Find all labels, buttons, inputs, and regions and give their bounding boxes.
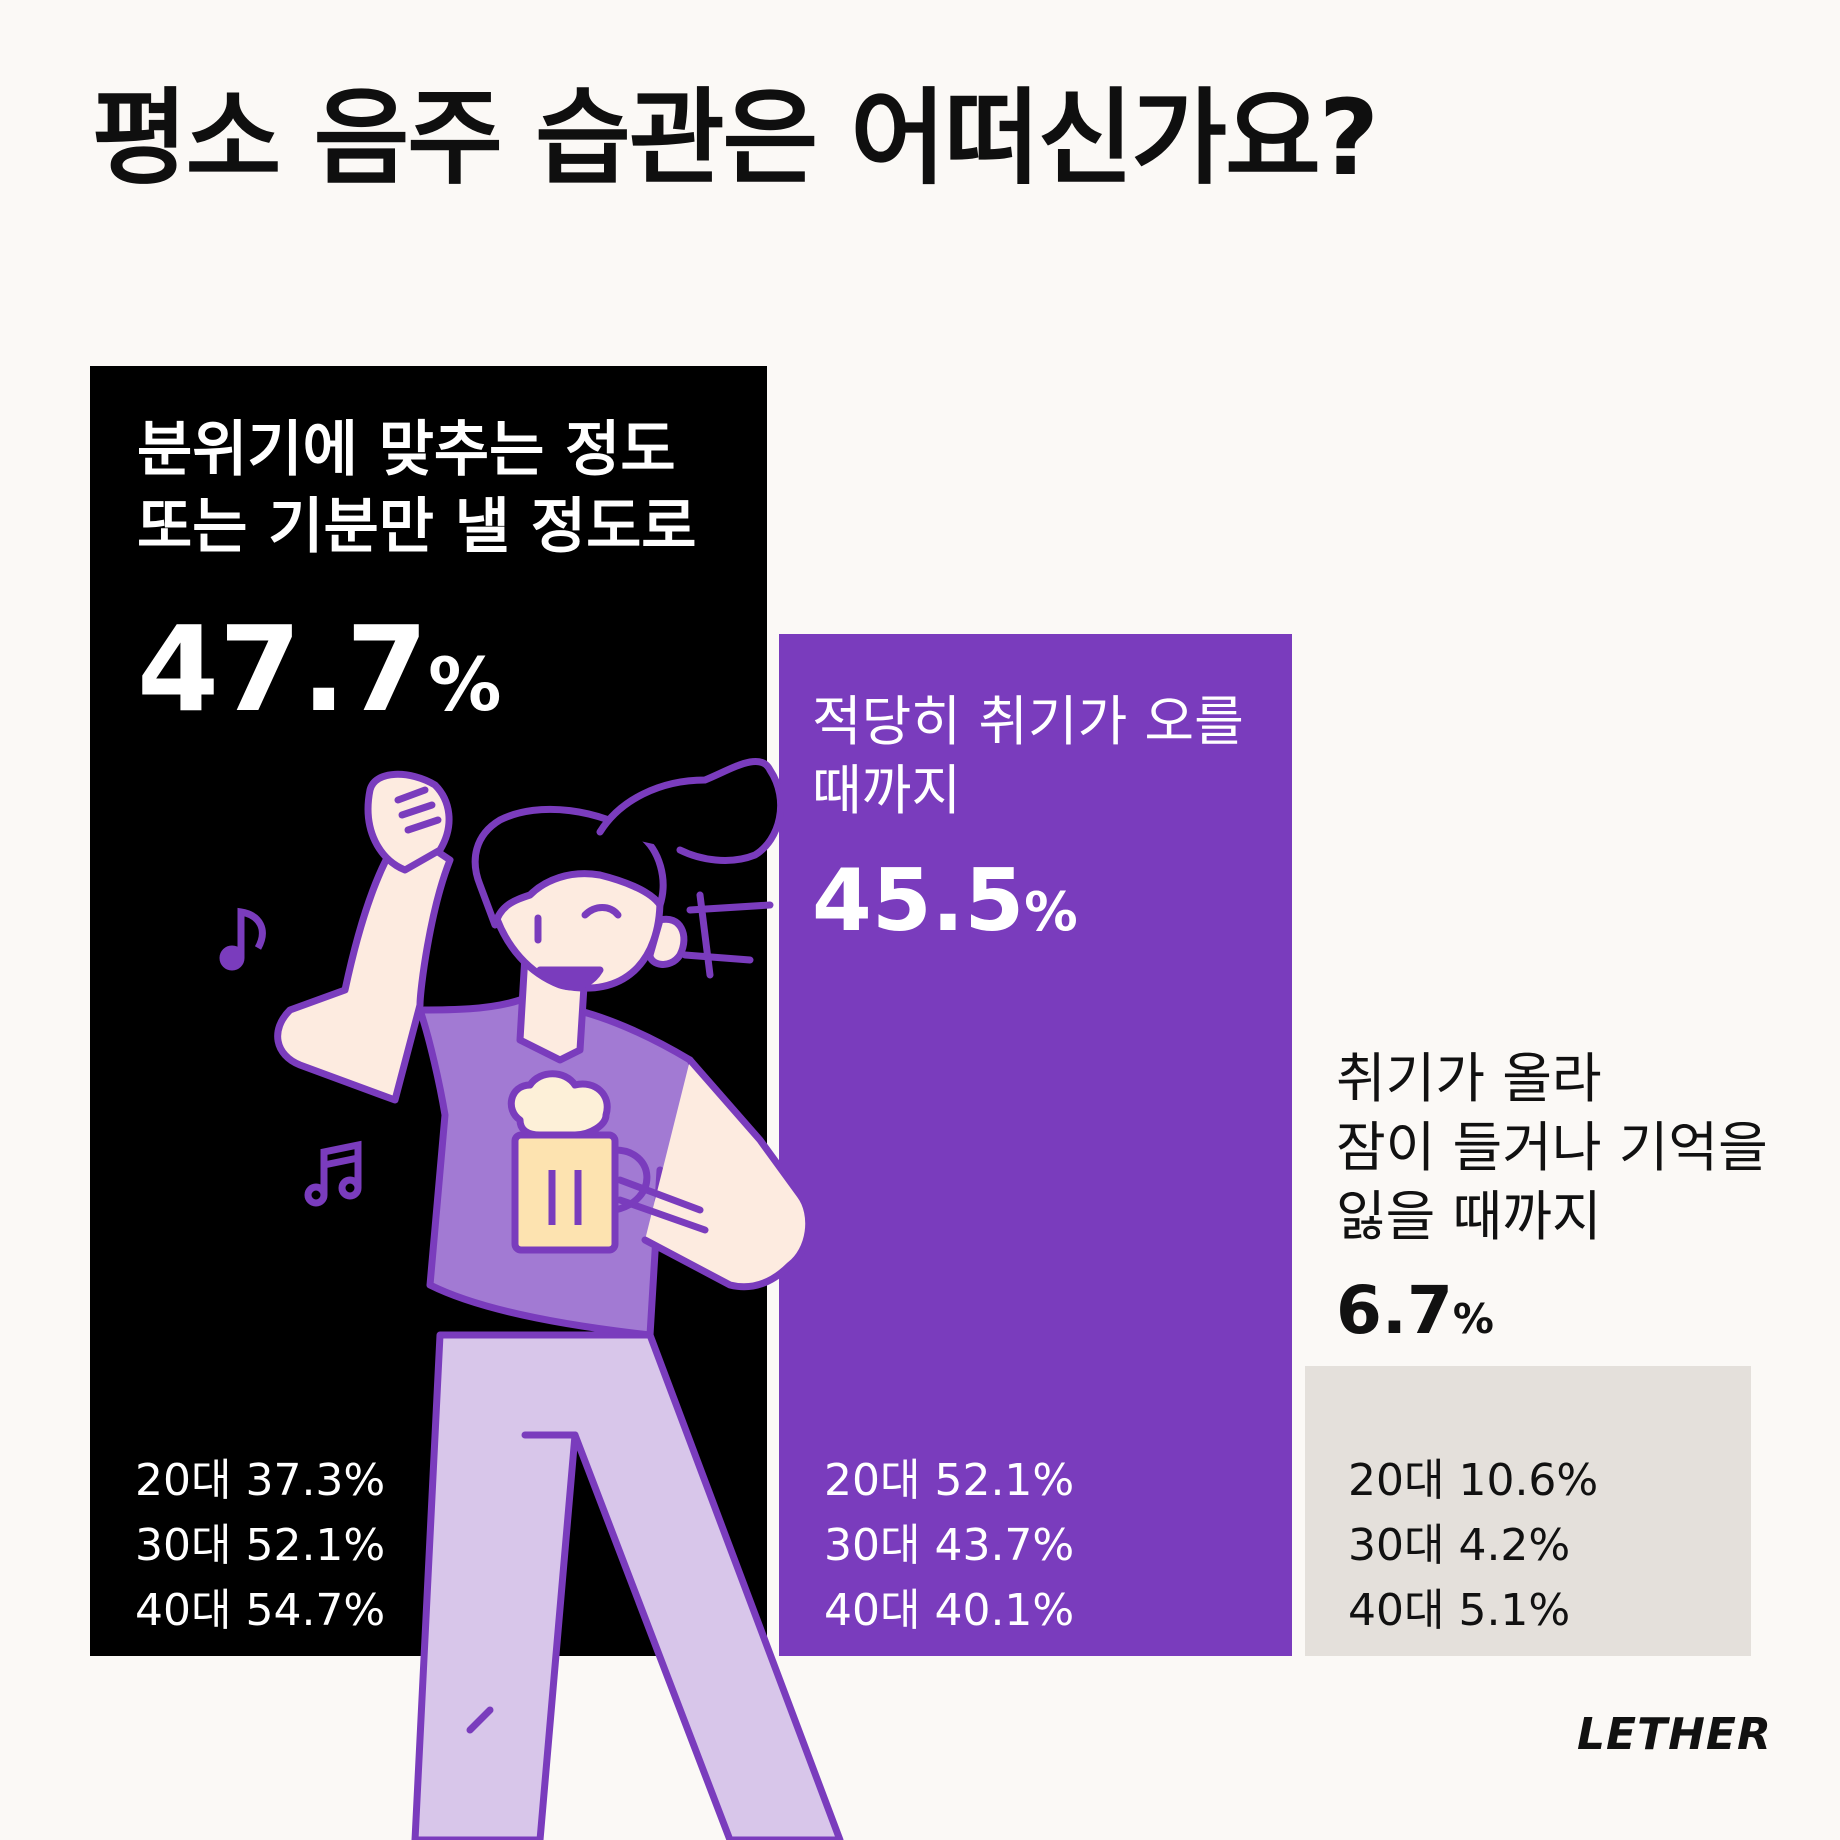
beer-mug-icon <box>507 1070 651 1254</box>
age-breakdown-item: 30대 4.2% <box>1348 1520 1571 1572</box>
bar-1-label-line: 또는 기분만 낼 정도로 <box>137 491 697 562</box>
bar-1-value: 47.7% <box>137 600 502 738</box>
bar-1-label-line: 분위기에 맞추는 정도 <box>137 415 676 485</box>
bar-3-value: 6.7% <box>1336 1272 1494 1349</box>
age-breakdown-item: 40대 40.1% <box>824 1585 1075 1637</box>
brand-logo: LETHER <box>1577 1709 1772 1760</box>
age-breakdown-item: 20대 52.1% <box>824 1455 1075 1506</box>
page-title: 평소 음주 습관은 어떠신가요? <box>92 77 1379 199</box>
age-breakdown-item: 30대 43.7% <box>824 1520 1075 1572</box>
bar-3-label-line: 취기가 올라 <box>1336 1047 1602 1110</box>
age-breakdown-item: 40대 54.7% <box>135 1585 386 1637</box>
age-breakdown-item: 40대 5.1% <box>1348 1585 1571 1637</box>
bar-2-breakdown: 20대 52.1% 30대 43.7% 40대 40.1% <box>824 1446 1074 1641</box>
bar-2-label-line: 적당히 취기가 오를 <box>812 690 1244 753</box>
music-note-icon <box>219 907 266 971</box>
bar-3-label-line: 잃을 때까지 <box>1336 1185 1602 1249</box>
bar-2-label: 적당히 취기가 오를 때까지 <box>812 687 1244 825</box>
age-breakdown-item: 20대 37.3% <box>135 1455 386 1506</box>
bar-2-label-line: 때까지 <box>812 759 962 823</box>
bar-3-label-line: 잠이 들거나 기억을 <box>1336 1116 1768 1180</box>
bar-1-label: 분위기에 맞추는 정도 또는 기분만 낼 정도로 <box>137 412 696 566</box>
bar-1-breakdown: 20대 37.3% 30대 52.1% 40대 54.7% <box>135 1446 385 1641</box>
age-breakdown-item: 30대 52.1% <box>135 1520 386 1572</box>
bar-2-value: 45.5% <box>812 851 1078 951</box>
bar-3-label: 취기가 올라 잠이 들거나 기억을 잃을 때까지 <box>1336 1044 1768 1251</box>
bar-3-breakdown: 20대 10.6% 30대 4.2% 40대 5.1% <box>1348 1446 1598 1641</box>
music-notes-icon <box>304 1140 362 1207</box>
bar-3 <box>1305 1366 1751 1656</box>
age-breakdown-item: 20대 10.6% <box>1348 1455 1599 1506</box>
bar-2 <box>779 634 1292 1656</box>
